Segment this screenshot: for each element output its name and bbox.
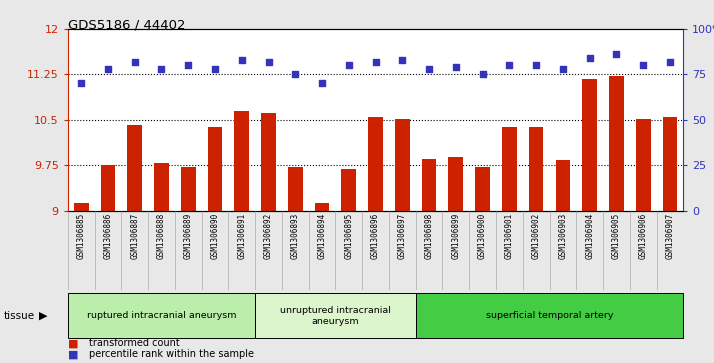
Text: GSM1306907: GSM1306907 — [665, 213, 675, 259]
Bar — [663, 117, 678, 211]
Text: GSM1306901: GSM1306901 — [505, 213, 514, 259]
Bar — [127, 125, 142, 211]
Text: GSM1306899: GSM1306899 — [451, 213, 461, 259]
Point — [343, 62, 355, 68]
Bar — [315, 203, 329, 211]
FancyBboxPatch shape — [416, 293, 683, 338]
Bar — [529, 127, 543, 211]
Text: unruptured intracranial
aneurysm: unruptured intracranial aneurysm — [280, 306, 391, 326]
Bar — [635, 119, 650, 211]
Bar — [609, 76, 624, 211]
Bar — [422, 159, 436, 211]
Text: GSM1306900: GSM1306900 — [478, 213, 487, 259]
Point — [610, 52, 622, 57]
Point — [450, 64, 461, 70]
Text: GSM1306889: GSM1306889 — [183, 213, 193, 259]
Text: GSM1306893: GSM1306893 — [291, 213, 300, 259]
Bar — [288, 167, 303, 211]
Text: GSM1306904: GSM1306904 — [585, 213, 594, 259]
Text: GSM1306902: GSM1306902 — [532, 213, 540, 259]
Text: tissue: tissue — [4, 311, 35, 321]
Text: percentile rank within the sample: percentile rank within the sample — [89, 349, 254, 359]
Text: GSM1306896: GSM1306896 — [371, 213, 380, 259]
Bar — [261, 113, 276, 211]
Text: GSM1306892: GSM1306892 — [264, 213, 273, 259]
Text: transformed count: transformed count — [89, 338, 180, 348]
Point — [236, 57, 248, 63]
Text: GSM1306890: GSM1306890 — [211, 213, 219, 259]
Text: GSM1306906: GSM1306906 — [638, 213, 648, 259]
Point — [531, 62, 542, 68]
Text: GSM1306895: GSM1306895 — [344, 213, 353, 259]
Point — [183, 62, 194, 68]
Point — [209, 66, 221, 72]
Text: GSM1306888: GSM1306888 — [157, 213, 166, 259]
Point — [423, 66, 435, 72]
Point — [638, 62, 649, 68]
Text: GDS5186 / 44402: GDS5186 / 44402 — [68, 18, 186, 31]
Text: GSM1306886: GSM1306886 — [104, 213, 113, 259]
FancyBboxPatch shape — [68, 293, 255, 338]
Text: GSM1306885: GSM1306885 — [76, 213, 86, 259]
Point — [584, 55, 595, 61]
Bar — [208, 127, 222, 211]
Text: GSM1306903: GSM1306903 — [558, 213, 568, 259]
Text: GSM1306887: GSM1306887 — [130, 213, 139, 259]
Bar — [583, 79, 597, 211]
Point — [477, 72, 488, 77]
Point — [503, 62, 515, 68]
Bar — [368, 117, 383, 211]
Bar — [341, 170, 356, 211]
Text: ruptured intracranial aneurysm: ruptured intracranial aneurysm — [86, 311, 236, 320]
Text: GSM1306898: GSM1306898 — [425, 213, 433, 259]
Text: GSM1306894: GSM1306894 — [318, 213, 326, 259]
Text: ■: ■ — [68, 338, 79, 348]
Point — [76, 81, 87, 86]
Point — [557, 66, 568, 72]
Bar — [395, 119, 410, 211]
Point — [664, 59, 675, 65]
Bar — [181, 167, 196, 211]
Bar — [476, 167, 490, 211]
Bar — [101, 164, 116, 211]
Bar — [555, 160, 570, 211]
Point — [316, 81, 328, 86]
Point — [102, 66, 114, 72]
Point — [156, 66, 167, 72]
Bar — [154, 163, 169, 211]
Point — [129, 59, 141, 65]
Text: ▶: ▶ — [39, 311, 48, 321]
Text: ■: ■ — [68, 349, 79, 359]
Text: GSM1306897: GSM1306897 — [398, 213, 407, 259]
Bar — [234, 111, 249, 211]
Bar — [74, 203, 89, 211]
Text: GSM1306905: GSM1306905 — [612, 213, 621, 259]
Point — [370, 59, 381, 65]
Text: superficial temporal artery: superficial temporal artery — [486, 311, 613, 320]
Text: GSM1306891: GSM1306891 — [237, 213, 246, 259]
Point — [396, 57, 408, 63]
Point — [290, 72, 301, 77]
Point — [263, 59, 274, 65]
FancyBboxPatch shape — [255, 293, 416, 338]
Bar — [448, 157, 463, 211]
Bar — [502, 127, 517, 211]
